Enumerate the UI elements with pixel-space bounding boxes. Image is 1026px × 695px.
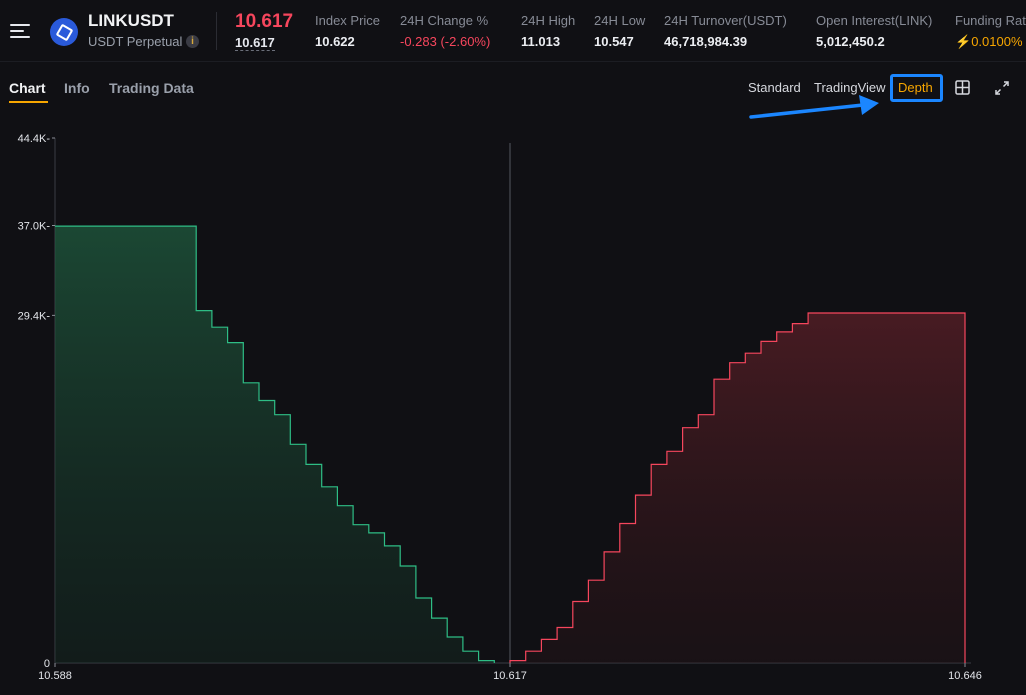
stat-label: Index Price [315,13,381,28]
symbol-title[interactable]: LINKUSDT [88,11,174,30]
stat-open-interest: Open Interest(LINK) 5,012,450.2 [816,13,932,49]
stat-label: 24H Turnover(USDT) [664,13,787,28]
stat-value: -0.283 (-2.60%) [400,34,491,49]
info-icon[interactable]: i [186,35,199,48]
stat-funding-rate[interactable]: Funding Rat ⚡0.0100% [955,13,1026,50]
y-tick-label: 0 [44,658,50,670]
stat-label: 24H High [521,13,576,28]
funding-rate-value: 0.0100% [971,34,1023,49]
bid-depth-area [55,225,495,663]
depth-highlight-box [890,74,943,102]
stat-value: 11.013 [521,34,561,49]
y-tick-label: 44.4K- [18,133,51,145]
tab-chart[interactable]: Chart [9,80,46,96]
stat-24h-low: 24H Low 10.547 [594,13,645,49]
x-tick-label: 10.588 [38,670,72,682]
stat-value: 46,718,984.39 [664,34,748,49]
stat-24h-high: 24H High 11.013 [521,13,575,49]
ask-depth-line [509,312,966,663]
chart-tick-labels: 44.4K- 37.0K- 29.4K- 010.588 10.617 10.646 [18,133,982,682]
tab-info[interactable]: Info [64,80,90,96]
stat-label: Open Interest(LINK) [816,13,933,28]
annotation-arrow-icon [749,95,879,119]
active-tab-indicator [9,101,48,103]
mark-price[interactable]: 10.617 [235,35,275,51]
header-divider [216,12,217,50]
y-tick-label: 37.0K- [18,221,51,233]
stat-value: 5,012,450.2 [816,34,885,49]
bid-depth-line [55,225,495,663]
view-standard-button[interactable]: Standard [748,80,801,95]
stat-label: Funding Rat [955,13,1026,28]
stat-value: 10.547 [594,34,634,49]
stat-index-price: Index Price 10.622 [315,13,380,49]
grid-layout-icon[interactable] [955,80,970,95]
tab-trading-data[interactable]: Trading Data [109,80,194,96]
ticker-header: LINKUSDT USDT Perpetual i 10.617 10.617 … [0,0,1026,62]
stat-value: ⚡0.0100% [955,34,1026,50]
last-price: 10.617 [235,11,294,32]
x-tick-label: 10.617 [493,670,527,682]
stat-24h-change: 24H Change % -0.283 (-2.60%) [400,13,490,49]
depth-chart[interactable]: 44.4K- 37.0K- 29.4K- 010.588 10.617 10.646 [0,110,1026,695]
ask-area-fill [510,313,965,663]
ask-depth-area [509,312,966,663]
contract-type-label: USDT Perpetual [88,34,183,49]
y-tick-label: 29.4K- [18,310,51,322]
stat-label: 24H Low [594,13,646,28]
stat-label: 24H Change % [400,13,489,28]
stat-24h-turnover: 24H Turnover(USDT) 46,718,984.39 [664,13,787,49]
view-tradingview-button[interactable]: TradingView [814,80,886,95]
chainlink-logo-icon [50,18,78,46]
x-tick-label: 10.646 [948,670,982,682]
lightning-icon: ⚡ [955,34,972,49]
hamburger-menu-icon[interactable] [10,22,32,40]
view-depth-button[interactable]: Depth [898,80,933,95]
bid-area-fill [55,226,495,663]
expand-icon[interactable] [994,80,1010,96]
stat-value: 10.622 [315,34,355,49]
